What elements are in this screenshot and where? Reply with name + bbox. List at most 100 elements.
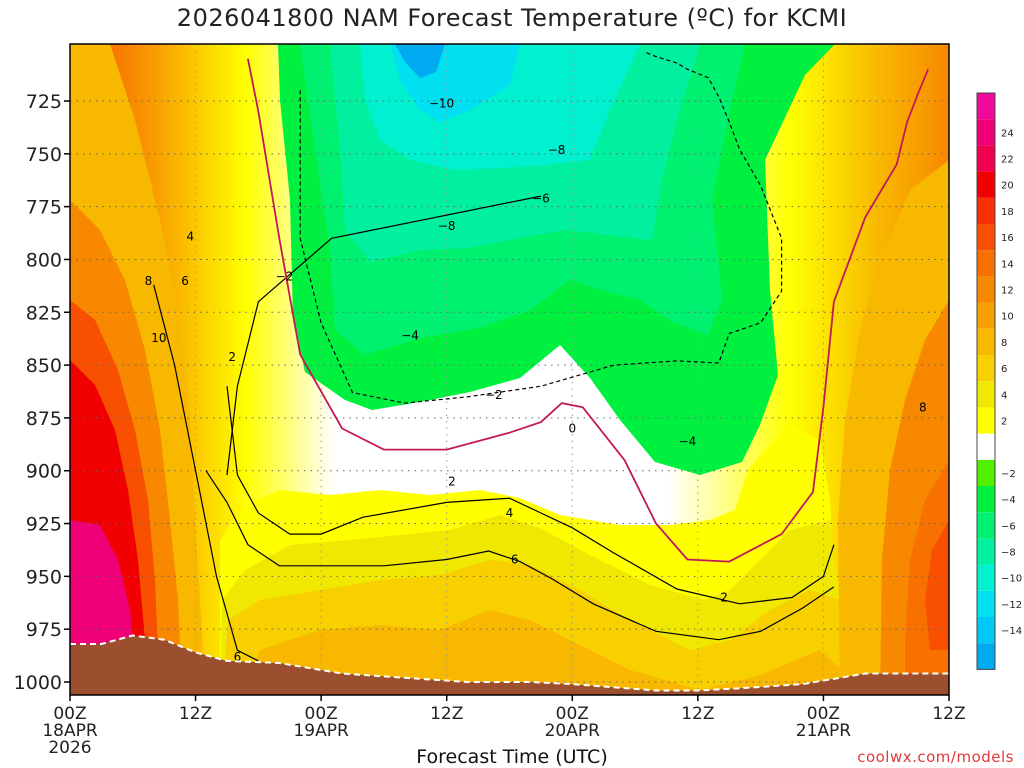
y-axis: 725 750 775 800 825 850 875 900 925 950 975 1000 xyxy=(14,91,70,694)
contour-label: 4 xyxy=(187,229,195,243)
y-tick-label: 975 xyxy=(26,619,62,641)
contour-label: −8 xyxy=(438,219,456,233)
contour-label: 8 xyxy=(919,401,927,415)
y-tick-label: 900 xyxy=(26,461,62,483)
isotherm-lines xyxy=(153,51,929,662)
colorbar-label: 4 xyxy=(1001,390,1007,401)
x-axis-title: Forecast Time (UTC) xyxy=(416,746,608,768)
colorbar-swatch xyxy=(977,590,995,617)
surface-pressure-line xyxy=(70,634,949,692)
contour-label: 4 xyxy=(506,506,514,520)
x-tick-label: 12Z xyxy=(430,704,463,724)
contour-label: 2 xyxy=(228,350,236,364)
x-tick-label: 20APR xyxy=(545,721,601,741)
colorbar-swatch xyxy=(977,171,995,198)
y-tick-label: 950 xyxy=(26,566,62,588)
colorbar-label: 18 xyxy=(1001,207,1014,218)
y-tick-label: 1000 xyxy=(14,672,62,694)
plot-area: 4 8 6 10 2 −2 −10 −8 −8 −6 −4 −2 0 −4 2 4 6 2 8 6 xyxy=(70,44,949,695)
colorbar-swatch xyxy=(977,486,995,513)
grid xyxy=(70,44,949,695)
y-tick-label: 725 xyxy=(26,91,62,113)
colorbar-swatch xyxy=(977,355,995,382)
colorbar-swatch xyxy=(977,512,995,539)
y-tick-label: 750 xyxy=(26,144,62,166)
y-tick-label: 875 xyxy=(26,408,62,430)
colorbar-label: −10 xyxy=(1001,574,1022,585)
contour-label: 6 xyxy=(181,274,189,288)
colorbar-swatch xyxy=(977,617,995,644)
colorbar-label: 14 xyxy=(1001,259,1014,270)
colorbar-label: 12 xyxy=(1001,286,1014,297)
colorbar-swatch xyxy=(977,145,995,172)
contour-label: −4 xyxy=(401,329,419,343)
colorbar-swatch xyxy=(977,93,995,120)
isotherm-2 xyxy=(226,195,542,476)
y-tick-label: 825 xyxy=(26,302,62,324)
x-tick-label: 12Z xyxy=(932,704,965,724)
contour-label: −10 xyxy=(429,96,454,110)
source-credit: coolwx.com/models xyxy=(857,748,1014,766)
colorbar-label: 24 xyxy=(1001,128,1014,139)
cold-core-blue xyxy=(395,44,445,78)
page-title: 2026041800 NAM Forecast Temperature (ºC)… xyxy=(176,4,848,32)
x-tick-label: 00Z xyxy=(556,704,589,724)
contour-label: −8 xyxy=(548,143,566,157)
x-tick-label: 21APR xyxy=(796,721,852,741)
colorbar-swatch xyxy=(977,459,995,486)
colorbar-label: −14 xyxy=(1001,626,1022,637)
y-tick-label: 775 xyxy=(26,197,62,219)
colorbar-swatch xyxy=(977,564,995,591)
lower-warm-deep-orange xyxy=(240,610,870,695)
contour-labels: 4 8 6 10 2 −2 −10 −8 −8 −6 −4 −2 0 −4 2 4 6 2 8 6 xyxy=(145,96,927,664)
isotherm-6 xyxy=(205,470,835,641)
colorbar-swatch xyxy=(977,381,995,408)
colorbar-swatch xyxy=(977,328,995,355)
contour-label: −4 xyxy=(679,434,697,448)
colorbar-label: 8 xyxy=(1001,338,1007,349)
x-tick-label: 18APR xyxy=(42,721,98,741)
colorbar-swatch xyxy=(977,119,995,146)
colorbar-label: −2 xyxy=(1001,469,1016,480)
y-tick-label: 800 xyxy=(26,249,62,271)
colorbar-swatch xyxy=(977,643,995,670)
contour-label: 2 xyxy=(448,475,456,489)
contour-label: 8 xyxy=(145,274,153,288)
colorbar-swatch xyxy=(977,538,995,565)
contour-label: 6 xyxy=(234,650,242,664)
contour-label: 2 xyxy=(720,591,728,605)
colorbar-swatch xyxy=(977,276,995,303)
x-tick-label: 00Z xyxy=(305,704,338,724)
isotherm-minus2 xyxy=(299,51,783,404)
colorbar-label: −8 xyxy=(1001,548,1016,559)
colorbar-label: 16 xyxy=(1001,233,1014,244)
colorbar-label: 10 xyxy=(1001,312,1014,323)
colorbar-label: 20 xyxy=(1001,181,1014,192)
plot-frame xyxy=(69,43,950,696)
colorbar-label: 2 xyxy=(1001,417,1007,428)
contour-label: 0 xyxy=(568,422,576,436)
contour-label: −2 xyxy=(485,388,503,402)
x-tick-label: 00Z xyxy=(807,704,840,724)
colorbar-label: −4 xyxy=(1001,495,1016,506)
colorbar-frame xyxy=(976,92,996,670)
contour-label: 10 xyxy=(151,331,166,345)
colorbar-swatch xyxy=(977,407,995,434)
colorbar-swatch xyxy=(977,250,995,277)
colorbar-label: −12 xyxy=(1001,600,1022,611)
x-tick-label: 12Z xyxy=(681,704,714,724)
colorbar-swatch xyxy=(977,302,995,329)
colorbar-swatch xyxy=(977,197,995,224)
y-tick-label: 925 xyxy=(26,514,62,536)
contour-label: 6 xyxy=(511,553,519,567)
isotherm-8 xyxy=(153,284,259,662)
y-tick-label: 850 xyxy=(26,355,62,377)
x-tick-label: 2026 xyxy=(48,738,91,758)
x-tick-label: 12Z xyxy=(179,704,212,724)
colorbar-swatch xyxy=(977,224,995,251)
isotherm-0 xyxy=(247,58,929,563)
isotherm-4 xyxy=(226,386,835,605)
